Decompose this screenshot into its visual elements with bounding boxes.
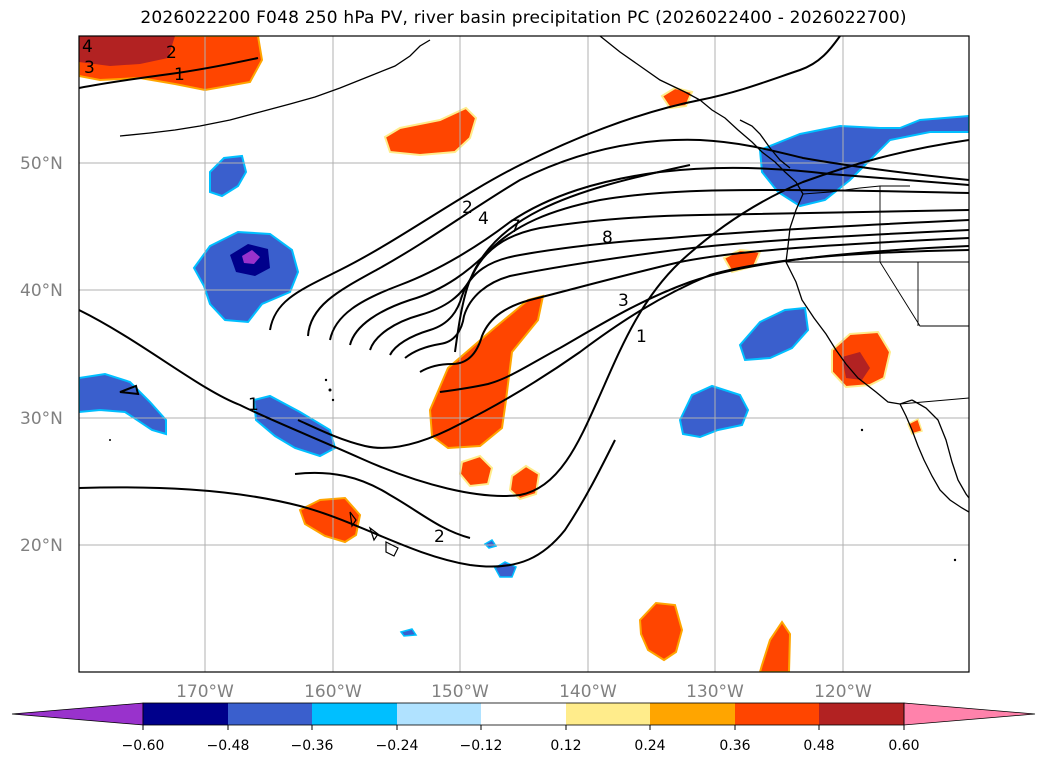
precip-positive-regions bbox=[79, 36, 923, 672]
precip-positive-region bbox=[428, 294, 545, 450]
alaska-peninsula bbox=[374, 39, 431, 75]
colorbar-tick-label: 0.48 bbox=[803, 738, 834, 754]
pv-contours bbox=[79, 36, 969, 568]
islands bbox=[109, 378, 957, 562]
precip-negative-region bbox=[79, 372, 167, 436]
pv-contour-4 bbox=[349, 188, 969, 346]
pv-contour-label: 1 bbox=[248, 395, 259, 415]
precip-negative-region bbox=[209, 154, 248, 198]
lat-label-30n: 30°N bbox=[20, 409, 63, 429]
precip-positive-region bbox=[298, 496, 362, 544]
precip-negative-region bbox=[252, 394, 337, 458]
colorbar-tick-labels: −0.60 −0.48 −0.36 −0.24 −0.12 0.12 0.24 … bbox=[122, 738, 920, 754]
lon-label-170w: 170°W bbox=[176, 682, 234, 702]
lon-label-130w: 130°W bbox=[686, 682, 744, 702]
colorbar-segment bbox=[397, 703, 481, 725]
pv-contour-label: 8 bbox=[602, 228, 613, 248]
pv-contour-label: 2 bbox=[462, 198, 473, 218]
pv-contour-7 bbox=[404, 229, 969, 359]
lat-label-20n: 20°N bbox=[20, 536, 63, 556]
colorbar-segment bbox=[312, 703, 397, 725]
colorbar-tick-label: −0.48 bbox=[207, 738, 250, 754]
colorbar-tick-label: 0.12 bbox=[550, 738, 581, 754]
pv-contour-topleft bbox=[79, 57, 259, 89]
pv-contour-small bbox=[119, 384, 140, 396]
latitude-labels: 50°N 40°N 30°N 20°N bbox=[20, 154, 63, 556]
lon-label-140w: 140°W bbox=[559, 682, 617, 702]
pv-contour-2b bbox=[294, 471, 471, 539]
pv-contour-1b bbox=[79, 439, 616, 568]
pv-contour-6 bbox=[389, 219, 969, 356]
hawaii-islands bbox=[349, 511, 399, 557]
colorbar-tick-label: 0.24 bbox=[634, 738, 665, 754]
pv-contour-label: 4 bbox=[82, 37, 93, 57]
canada-bc-coast bbox=[739, 119, 791, 169]
longitude-labels: 170°W 160°W 150°W 140°W 130°W 120°W bbox=[176, 682, 872, 702]
pv-contour-inner bbox=[454, 164, 691, 353]
colorbar-tick-label: 0.60 bbox=[888, 738, 919, 754]
pv-contour-10 bbox=[297, 249, 969, 449]
precip-positive-region bbox=[79, 36, 175, 66]
colorbar-segment bbox=[650, 703, 735, 725]
precip-positive-region bbox=[638, 601, 684, 662]
colorbar-extend-high bbox=[903, 702, 1036, 726]
pv-contour-labels: 4 3 2 1 2 4 7 8 3 1 1 2 bbox=[82, 37, 647, 547]
precip-negative-region bbox=[738, 306, 810, 362]
graticule bbox=[79, 36, 969, 672]
colorbar-segment bbox=[228, 703, 312, 725]
colorbar-tick-marks bbox=[142, 725, 905, 730]
baja-california bbox=[899, 403, 969, 513]
pv-contour-label: 1 bbox=[636, 327, 647, 347]
aleutian-chain bbox=[119, 73, 376, 137]
colorbar-tick-label: −0.12 bbox=[460, 738, 503, 754]
mexico-coast bbox=[911, 399, 969, 499]
colorbar-segment bbox=[566, 703, 650, 725]
chart-title: 2026022200 F048 250 hPa PV, river basin … bbox=[140, 8, 907, 28]
colorbar-extend-low bbox=[11, 702, 144, 726]
colorbar-segment bbox=[819, 703, 904, 725]
lon-label-120w: 120°W bbox=[814, 682, 872, 702]
lat-label-50n: 50°N bbox=[20, 154, 63, 174]
precip-positive-region bbox=[383, 106, 478, 157]
pv-contour-5 bbox=[369, 209, 969, 351]
pv-contour-2 bbox=[269, 36, 841, 331]
colorbar-segment bbox=[143, 703, 228, 725]
colorbar-tick-label: −0.36 bbox=[291, 738, 334, 754]
precip-negative-region bbox=[192, 230, 300, 324]
precip-negative-region bbox=[399, 628, 418, 637]
pv-contour-label: 2 bbox=[434, 527, 445, 547]
lat-label-40n: 40°N bbox=[20, 281, 63, 301]
precip-negative-region bbox=[483, 539, 498, 549]
pv-contour-1 bbox=[79, 139, 969, 497]
precip-positive-region bbox=[842, 352, 870, 380]
pv-contour-label: 4 bbox=[478, 209, 489, 229]
pv-contour-3b bbox=[329, 166, 969, 341]
lon-label-160w: 160°W bbox=[304, 682, 362, 702]
lon-label-150w: 150°W bbox=[431, 682, 489, 702]
colorbar-tick-label: −0.60 bbox=[122, 738, 165, 754]
precip-negative-region bbox=[242, 250, 260, 264]
colorbar-segment bbox=[481, 703, 566, 725]
precip-negative-regions bbox=[79, 114, 969, 637]
pv-contour-label: 7 bbox=[510, 217, 521, 237]
colorbar: −0.60 −0.48 −0.36 −0.24 −0.12 0.12 0.24 … bbox=[11, 702, 1036, 754]
pv-contour-label: 2 bbox=[166, 43, 177, 63]
pv-contour-label: 3 bbox=[618, 291, 629, 311]
us-west-coast bbox=[785, 193, 913, 405]
colorbar-tick-label: 0.36 bbox=[719, 738, 750, 754]
pv-contour-8 bbox=[419, 237, 969, 373]
coastlines bbox=[119, 36, 969, 513]
pv-contour-3 bbox=[307, 138, 969, 337]
pv-contour-label: 1 bbox=[174, 65, 185, 85]
map-frame bbox=[78, 35, 970, 673]
pv-contour-label: 3 bbox=[84, 58, 95, 78]
precip-positive-region bbox=[758, 620, 792, 672]
colorbar-segment bbox=[735, 703, 819, 725]
colorbar-tick-label: −0.24 bbox=[376, 738, 419, 754]
